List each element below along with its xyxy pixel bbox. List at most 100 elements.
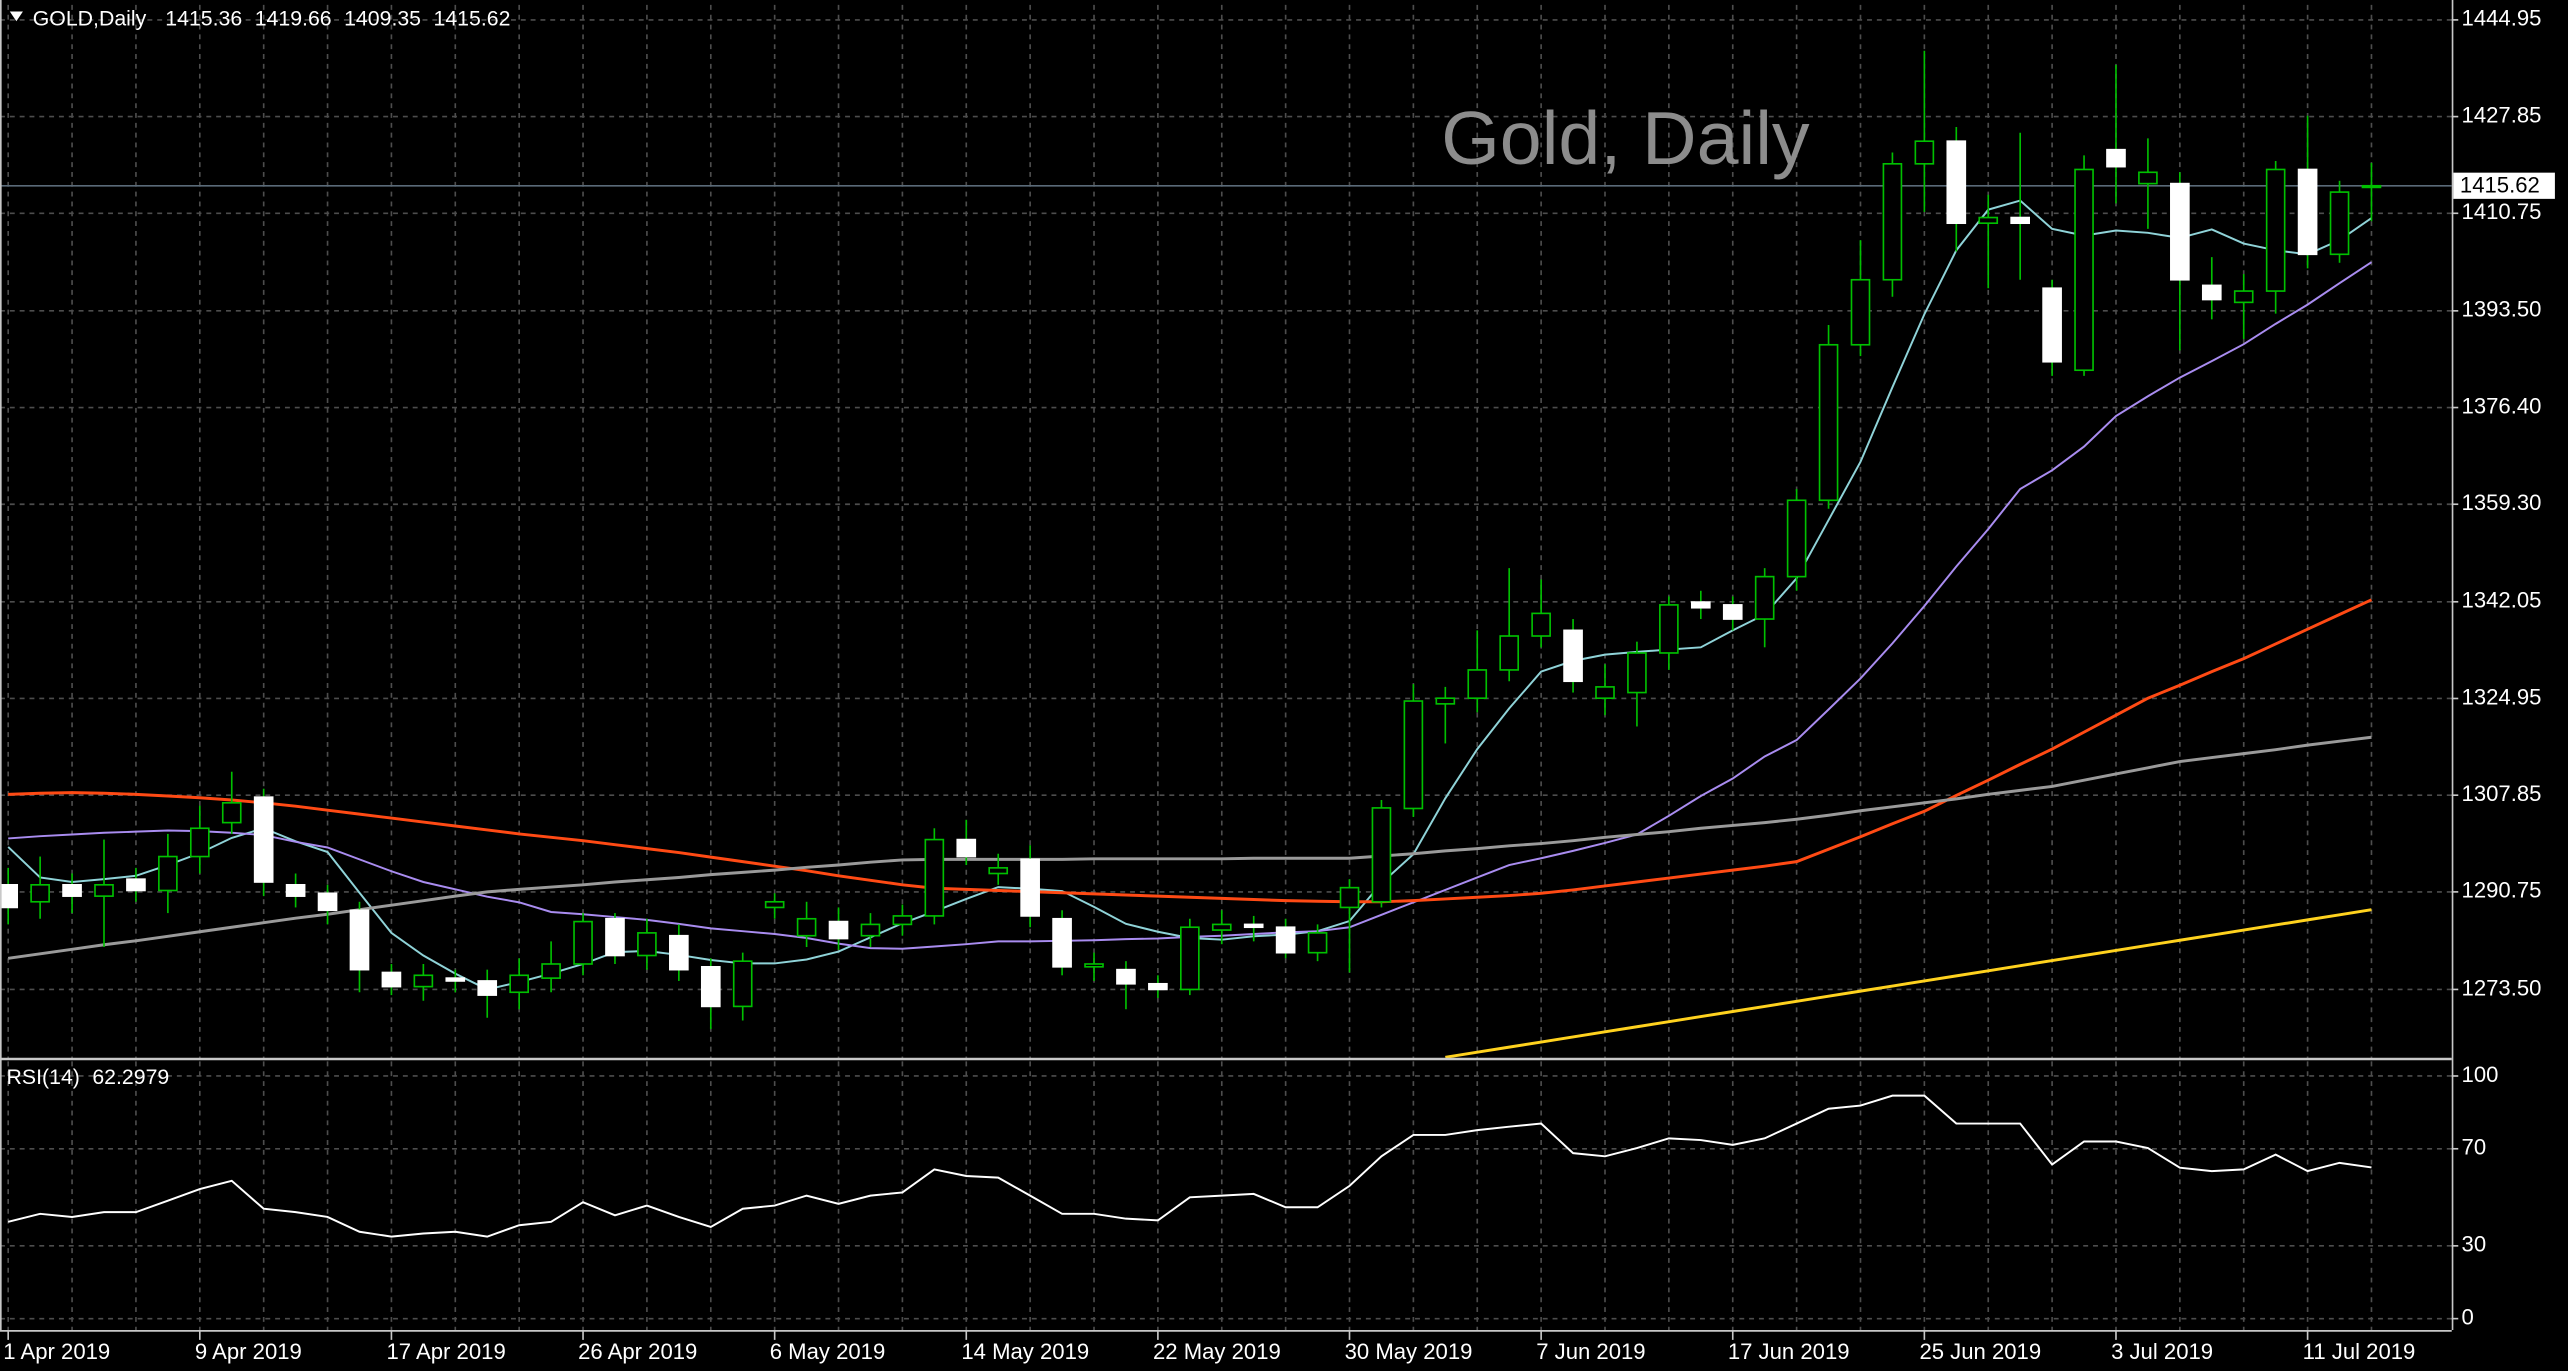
menu-triangle[interactable] [9,11,23,22]
x-tick-label: 25 Jun 2019 [1919,1339,2041,1364]
x-tick-label: 3 Jul 2019 [2111,1339,2213,1364]
candle-body [94,884,114,897]
y-tick-label: 1393.50 [2462,297,2542,322]
candle-body [30,884,50,903]
candle-body [1020,858,1040,917]
candle-body [1531,612,1551,637]
candle-body [860,923,881,937]
candle-body [2233,290,2254,304]
candle-body [892,915,913,926]
candle-body [2074,168,2094,372]
candle-body [1595,686,1615,700]
candle-body [2106,148,2126,168]
candle-body [2265,168,2286,292]
x-tick-label: 30 May 2019 [1345,1339,1473,1364]
candle-body [1563,629,1583,683]
y-tick-label: 30 [2462,1232,2487,1257]
candle-body [189,827,210,858]
x-tick-label: 14 May 2019 [961,1339,1089,1364]
candle-body [126,878,146,892]
chart-header: GOLD,Daily 1415.36 1419.66 1409.35 1415.… [33,6,511,30]
candle-body [2297,168,2318,256]
rsi-header: RSI(14) 62.2979 [7,1064,170,1088]
candle-body [828,920,849,940]
candle-body [1052,917,1072,968]
candle-body [477,980,498,996]
candle-body [541,963,561,979]
candle-body [1754,575,1775,620]
high-value: 1419.66 [255,6,332,30]
candle-body [1722,604,1743,620]
candle-body [349,909,370,971]
candle-body [1180,926,1200,991]
y-tick-label: 1307.85 [2462,781,2542,806]
x-tick-label: 9 Apr 2019 [195,1339,302,1364]
candle-body [285,884,306,897]
candle-body [1946,140,1967,225]
candle-body [1339,886,1360,909]
candle-body [924,838,945,917]
open-value: 1415.36 [165,6,242,30]
candle-body [2170,182,2190,281]
y-tick-label: 1410.75 [2462,199,2542,224]
y-tick-label: 1324.95 [2462,684,2542,709]
x-tick-label: 11 Jul 2019 [2303,1339,2416,1364]
rsi-title: RSI(14) [7,1064,80,1088]
candle-body [2138,171,2158,185]
x-tick-label: 22 May 2019 [1153,1339,1281,1364]
candle-body [158,855,178,892]
x-tick-label: 26 Apr 2019 [578,1339,697,1364]
candle-body [956,838,977,858]
candle-body [669,934,689,971]
moving-average-line [8,598,2373,904]
candle-body [2361,184,2382,189]
y-tick-label: 1290.75 [2462,878,2542,903]
y-tick-label: 70 [2462,1135,2487,1160]
candle-body [573,920,593,965]
candle-body [1403,700,1424,810]
y-tick-label: 1273.50 [2462,975,2542,1000]
candle-body [1148,982,1168,991]
candle-body [253,796,274,883]
x-tick-label: 1 Apr 2019 [3,1339,110,1364]
candle-body [1307,932,1328,954]
candle-body [1627,652,1647,694]
candle-body [445,977,466,982]
candle-body [0,884,19,909]
watermark-title: Gold, Daily [1441,96,1810,180]
y-tick-label: 1376.40 [2462,393,2542,418]
rsi-plot [7,1094,2372,1238]
candle-body [1467,669,1488,700]
moving-average-line [1445,908,2372,1059]
low-value: 1409.35 [344,6,421,30]
moving-average-line [7,735,2372,960]
x-tick-label: 17 Apr 2019 [387,1339,506,1364]
candle-body [2201,284,2222,301]
candle-body [700,965,721,1008]
candle-body [317,892,338,912]
candle-body [1435,697,1456,705]
candle-body [1371,807,1392,903]
candle-body [1850,278,1871,346]
y-tick-label: 100 [2462,1062,2499,1087]
price-plot [0,50,2452,1059]
rsi-value: 62.2979 [92,1064,169,1088]
candle-body [1116,968,1136,985]
candle-body [2010,216,2030,225]
candle-body [413,974,434,988]
candle-body [1211,923,1232,931]
y-tick-label: 1427.85 [2462,102,2542,127]
candle-body [509,974,529,994]
candle-body [2329,191,2350,256]
y-tick-label: 1444.95 [2462,6,2542,31]
candle-body [796,917,817,937]
x-tick-label: 7 Jun 2019 [1536,1339,1645,1364]
candle-body [221,802,242,824]
x-tick-label: 6 May 2019 [770,1339,886,1364]
x-tick-label: 17 Jun 2019 [1728,1339,1850,1364]
candle-body [637,932,657,957]
price-label-box [2453,172,2555,199]
